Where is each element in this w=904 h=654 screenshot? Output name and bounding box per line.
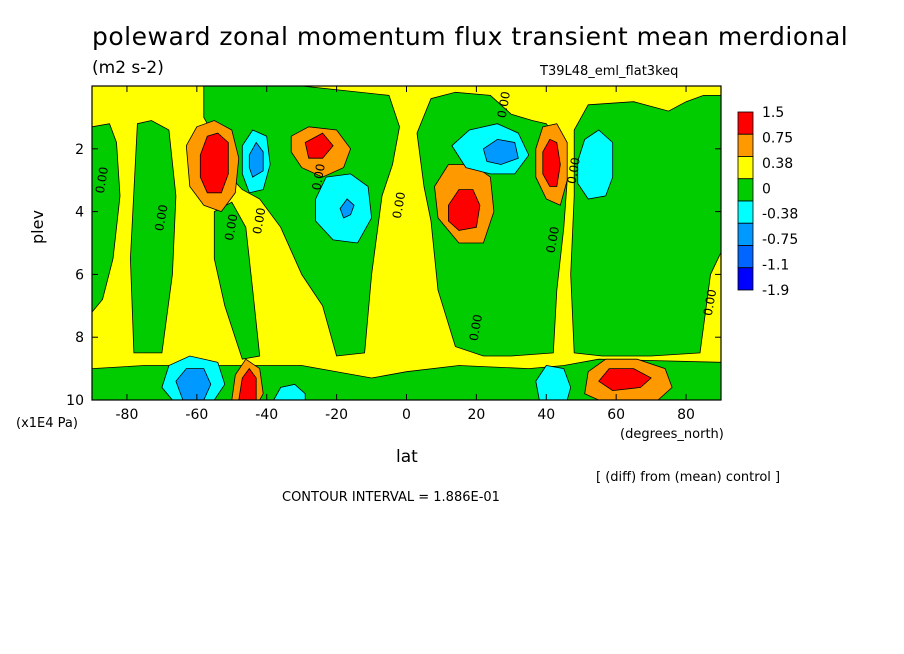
- legend-swatch: [737, 178, 754, 202]
- legend-label: 1.5: [762, 105, 784, 121]
- y-tick-label: 2: [75, 142, 84, 158]
- x-axis-label: lat: [396, 447, 418, 467]
- chart-units: (m2 s-2): [92, 58, 164, 78]
- x-tick-label: -80: [116, 407, 139, 423]
- contour-label: 0.00: [495, 90, 513, 119]
- legend-label: -1.1: [762, 258, 789, 274]
- legend-swatch: [737, 267, 754, 291]
- legend-label: -1.9: [762, 283, 789, 299]
- region-weak-negative: [213, 201, 261, 360]
- y-tick-label: 6: [75, 267, 84, 283]
- x-tick-label: 40: [537, 407, 555, 423]
- region-weak-negative: [92, 123, 121, 313]
- contour-interval-note: CONTOUR INTERVAL = 1.886E-01: [282, 490, 500, 505]
- contour-label: 0.00: [390, 191, 408, 220]
- region-strong-negative: [175, 368, 212, 400]
- region-strong-negative: [248, 141, 264, 178]
- legend-swatch: [737, 200, 754, 224]
- legend-swatch: [737, 111, 754, 135]
- region-negative: [577, 129, 614, 200]
- region-strong-negative: [482, 138, 519, 165]
- x-tick-label: 80: [677, 407, 695, 423]
- legend-label: 0: [762, 181, 771, 197]
- legend-swatch: [737, 222, 754, 246]
- region-strong-positive: [448, 189, 481, 231]
- y-tick-label: 8: [75, 330, 84, 346]
- contour-label: 0.00: [309, 163, 327, 192]
- legend-label: 0.75: [762, 130, 793, 146]
- contour-label: 0.00: [701, 288, 719, 317]
- contour-label: 0.00: [152, 203, 170, 232]
- x-axis-units: (degrees_north): [620, 427, 724, 442]
- contour-label: 0.00: [222, 213, 240, 242]
- x-tick-label: 0: [402, 407, 411, 423]
- contour-label: 0.00: [93, 166, 111, 195]
- color-legend: 1.5 0.75 0.38 0 -0.38 -0.75 -1.1 -1.9: [737, 105, 798, 299]
- region-strong-negative: [339, 198, 355, 219]
- region-strong-positive: [238, 367, 257, 400]
- x-tick-label: -60: [185, 407, 208, 423]
- legend-label: -0.38: [762, 207, 798, 223]
- legend-swatch: [737, 133, 754, 157]
- legend-swatch: [737, 156, 754, 180]
- region-negative: [273, 383, 306, 400]
- region-strong-positive: [199, 132, 229, 194]
- x-tick-label: -40: [255, 407, 278, 423]
- contour-label: 0.00: [565, 156, 583, 185]
- contour-label: 0.00: [544, 225, 562, 254]
- legend-label: -0.75: [762, 232, 798, 248]
- x-tick-label: 60: [607, 407, 625, 423]
- region-strong-positive: [598, 368, 652, 392]
- plot-area: 0.00 0.00 0.00 0.00 0.00 0.00 0.00 0.00 0.00 0.00…: [92, 86, 721, 400]
- x-tick-label: -20: [325, 407, 348, 423]
- contour-label: 0.00: [467, 313, 485, 342]
- y-tick-label: 10: [66, 393, 84, 409]
- dataset-label: T39L48_eml_flat3keq: [540, 64, 679, 79]
- chart-title: poleward zonal momentum flux transient m…: [92, 22, 849, 51]
- region-strong-positive: [542, 138, 561, 187]
- diff-note: [ (diff) from (mean) control ]: [596, 470, 781, 485]
- legend-label: 0.38: [762, 156, 793, 172]
- axes: -80 -60 -40 -20 0 20 40 60 80 2 4 6 8 10: [66, 86, 721, 423]
- legend-swatch: [737, 245, 754, 269]
- region-strong-positive: [304, 132, 334, 159]
- x-tick-label: 20: [467, 407, 485, 423]
- y-axis-units: (x1E4 Pa): [16, 416, 78, 431]
- region-weak-negative: [416, 91, 568, 357]
- contour-label: 0.00: [250, 207, 268, 236]
- region-weak-negative: [129, 120, 177, 354]
- y-tick-label: 4: [75, 205, 84, 221]
- region-negative: [535, 365, 572, 400]
